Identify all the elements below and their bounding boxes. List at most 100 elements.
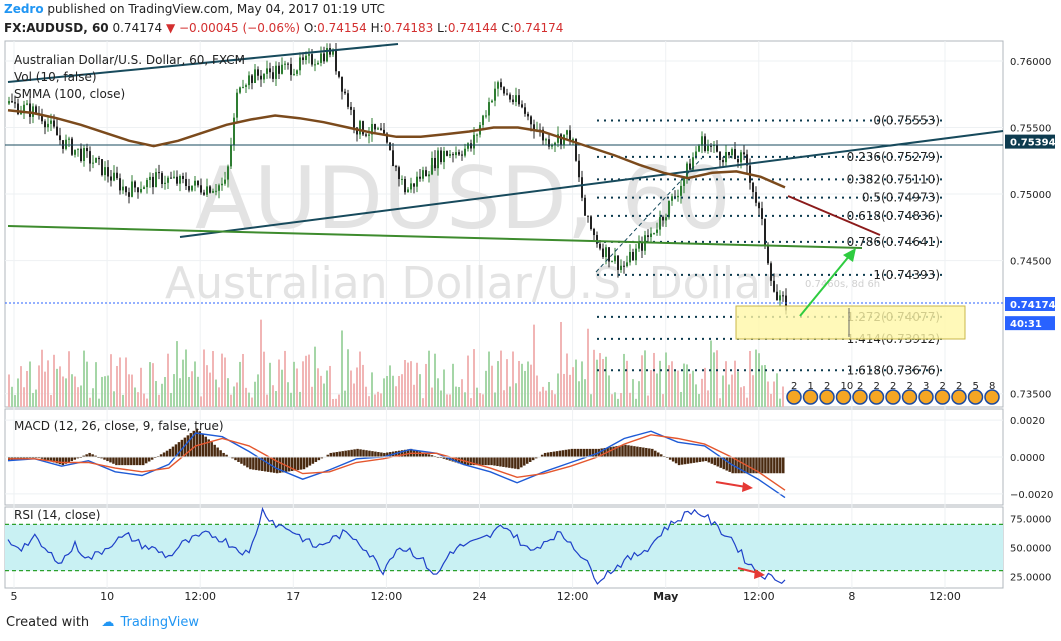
volume-bar (74, 376, 76, 407)
candle-body (326, 47, 328, 62)
candle-body (368, 134, 370, 136)
candle-body (116, 172, 118, 179)
candle-body (305, 55, 307, 61)
macd-histogram-bar (704, 457, 708, 462)
tradingview-logo-icon[interactable]: ☁ (101, 615, 115, 630)
candle-body (293, 73, 295, 75)
volume-bar (461, 379, 463, 407)
macd-histogram-bar (380, 452, 383, 457)
macd-histogram-bar (138, 457, 142, 466)
macd-histogram-bar (558, 450, 562, 457)
macd-histogram-bar (695, 457, 699, 463)
volume-bar (653, 352, 655, 407)
tradingview-brand-link[interactable]: TradingView (120, 615, 199, 630)
candle-body (158, 172, 160, 174)
event-flag-icon (819, 389, 835, 405)
volume-bar (464, 392, 466, 407)
price-tick-label: 0.73500 (1010, 390, 1051, 401)
candle-body (281, 64, 283, 74)
macd-histogram-bar (534, 457, 538, 459)
author-name[interactable]: Zedro (4, 2, 44, 16)
macd-histogram-bar (326, 454, 330, 457)
volume-bar (611, 394, 613, 407)
macd-histogram-bar (692, 457, 696, 463)
volume-bar (707, 390, 709, 407)
macd-histogram-bar (231, 457, 234, 459)
time-tick-label: 12:00 (184, 590, 216, 603)
candle-body (245, 85, 247, 87)
candle-body (257, 69, 259, 76)
time-tick-label: 12:00 (743, 590, 775, 603)
candle-body (425, 170, 427, 177)
volume-bar (617, 398, 619, 407)
candle-body (146, 180, 148, 188)
macd-histogram-bar (540, 454, 544, 457)
macd-histogram-bar (94, 455, 97, 457)
macd-histogram-bar (293, 457, 297, 471)
target-zone-box[interactable] (735, 305, 966, 340)
candle-body (251, 75, 253, 84)
volume-bar (155, 381, 157, 407)
macd-histogram-bar (421, 452, 425, 457)
candle-body (263, 73, 265, 80)
volume-bar (500, 350, 502, 407)
range-measure-label: 0.7460s, 8d 6h (805, 279, 880, 290)
price-tag-box (1005, 296, 1055, 311)
macd-histogram-bar (171, 446, 175, 457)
volume-bar (242, 353, 244, 407)
volume-bar (644, 350, 646, 407)
candle-body (473, 134, 475, 149)
candle-body (509, 94, 511, 100)
volume-bar (722, 375, 724, 407)
macd-histogram-bar (645, 447, 648, 457)
candle-body (74, 149, 76, 155)
macd-histogram-bar (639, 447, 642, 457)
volume-bar (383, 378, 385, 407)
candle-body (710, 145, 712, 147)
candle-body (371, 123, 373, 135)
bearish-projection-line[interactable] (787, 195, 881, 236)
volume-bar (98, 398, 100, 407)
macd-histogram-bar (648, 448, 651, 457)
macd-histogram-bar (543, 452, 547, 457)
macd-histogram-bar (600, 448, 603, 457)
candle-body (122, 186, 124, 191)
rising-trendline[interactable] (179, 130, 1004, 238)
macd-histogram-bar (612, 446, 615, 457)
volume-bar (344, 390, 346, 407)
macd-histogram-bar (508, 457, 511, 468)
volume-bar (758, 353, 760, 407)
price-pane[interactable] (4, 40, 1004, 408)
macd-histogram-bar (252, 457, 255, 470)
candle-body (11, 101, 13, 103)
volume-bar (107, 375, 109, 407)
candle-body (548, 139, 550, 147)
support-line[interactable] (7, 225, 863, 249)
economic-events-row[interactable]: 2 1 2 10 2 2 2 2 3 2 2 5 8 (786, 381, 1000, 405)
macd-histogram-bar (82, 455, 85, 457)
candle-body (104, 167, 106, 176)
candle-body (23, 104, 25, 112)
macd-histogram-bar (490, 457, 493, 466)
macd-histogram-bar (716, 457, 720, 467)
volume-bar (767, 381, 769, 407)
candle-body (665, 217, 667, 221)
volume-bar (56, 368, 58, 407)
candle-body (620, 265, 622, 270)
candle-body (575, 138, 577, 161)
upper-channel-line[interactable] (7, 43, 399, 83)
macd-histogram-bar (496, 457, 499, 467)
volume-bar (278, 359, 280, 407)
macd-histogram-bar (85, 454, 88, 457)
rsi-axis: 75.0000 50.0000 25.0000 (1010, 515, 1051, 584)
volume-bar (575, 359, 577, 407)
volume-bar (14, 395, 16, 407)
event-count-label: 10 (841, 381, 854, 392)
event-count-label: 2 (791, 381, 797, 392)
candle-body (707, 145, 709, 152)
candle-body (50, 120, 52, 124)
volume-bar (260, 319, 262, 407)
rsi-band (5, 524, 1003, 571)
rsi-tick-label: 50.0000 (1010, 544, 1051, 555)
